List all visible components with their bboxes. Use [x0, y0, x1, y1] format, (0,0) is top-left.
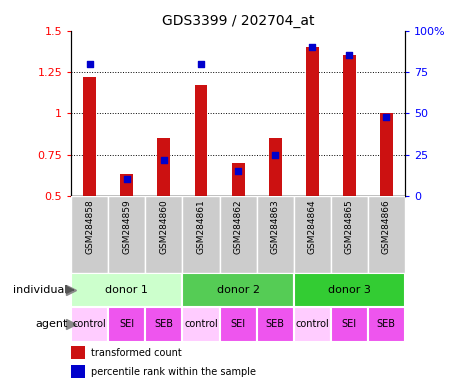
- Text: GSM284866: GSM284866: [381, 200, 390, 255]
- Text: GSM284864: GSM284864: [307, 200, 316, 254]
- Bar: [256, 196, 293, 273]
- Point: [345, 52, 352, 58]
- Text: GSM284865: GSM284865: [344, 200, 353, 255]
- Bar: [194, 85, 207, 196]
- Text: SEI: SEI: [119, 319, 134, 329]
- Text: SEI: SEI: [230, 319, 245, 329]
- Text: donor 2: donor 2: [216, 285, 259, 295]
- Bar: [108, 307, 145, 342]
- Text: donor 1: donor 1: [105, 285, 148, 295]
- Text: GSM284858: GSM284858: [85, 200, 94, 255]
- Bar: [293, 273, 404, 307]
- Bar: [293, 196, 330, 273]
- Text: GSM284863: GSM284863: [270, 200, 279, 255]
- Bar: [71, 346, 84, 359]
- Title: GDS3399 / 202704_at: GDS3399 / 202704_at: [162, 14, 313, 28]
- Bar: [71, 307, 108, 342]
- Point: [271, 151, 278, 157]
- Text: SEB: SEB: [154, 319, 173, 329]
- Text: donor 3: donor 3: [327, 285, 370, 295]
- Text: control: control: [73, 319, 106, 329]
- Point: [86, 61, 93, 67]
- Point: [160, 156, 167, 162]
- Bar: [330, 196, 367, 273]
- Bar: [219, 196, 256, 273]
- Bar: [231, 163, 244, 196]
- Text: GSM284860: GSM284860: [159, 200, 168, 255]
- Text: control: control: [184, 319, 218, 329]
- Point: [197, 61, 204, 67]
- Text: agent: agent: [35, 319, 68, 329]
- Text: transformed count: transformed count: [91, 348, 182, 358]
- Bar: [145, 307, 182, 342]
- Bar: [342, 55, 355, 196]
- Bar: [157, 138, 170, 196]
- Bar: [83, 77, 96, 196]
- Bar: [120, 174, 133, 196]
- Bar: [71, 196, 108, 273]
- Bar: [256, 307, 293, 342]
- Text: SEB: SEB: [376, 319, 395, 329]
- Point: [382, 114, 389, 120]
- Bar: [379, 113, 392, 196]
- Text: GSM284859: GSM284859: [122, 200, 131, 255]
- Text: individual: individual: [13, 285, 68, 295]
- Bar: [145, 196, 182, 273]
- Text: GSM284862: GSM284862: [233, 200, 242, 254]
- Bar: [108, 196, 145, 273]
- Bar: [367, 307, 404, 342]
- Point: [308, 44, 315, 50]
- Text: percentile rank within the sample: percentile rank within the sample: [91, 367, 256, 377]
- Bar: [182, 196, 219, 273]
- Bar: [219, 307, 256, 342]
- Bar: [71, 273, 182, 307]
- Bar: [71, 365, 84, 378]
- Point: [123, 176, 130, 182]
- Text: GSM284861: GSM284861: [196, 200, 205, 255]
- Point: [234, 168, 241, 174]
- Text: SEB: SEB: [265, 319, 284, 329]
- Bar: [182, 307, 219, 342]
- Bar: [293, 307, 330, 342]
- Bar: [367, 196, 404, 273]
- Bar: [182, 273, 293, 307]
- Text: SEI: SEI: [341, 319, 356, 329]
- Bar: [330, 307, 367, 342]
- Text: control: control: [295, 319, 328, 329]
- Bar: [305, 47, 318, 196]
- Bar: [268, 138, 281, 196]
